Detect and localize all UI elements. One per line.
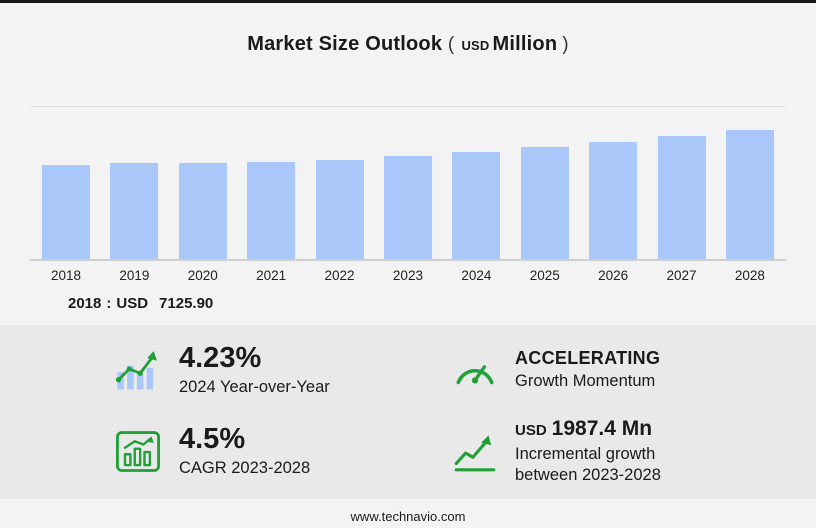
stat-cagr: 4.5% CAGR 2023-2028: [112, 417, 450, 485]
stat-yoy-growth: 4.23% 2024 Year-over-Year: [112, 342, 450, 397]
bar-row: [30, 107, 786, 259]
stat-value-currency: USD: [515, 421, 547, 439]
bar-2021: [247, 162, 296, 259]
bar-cell: [589, 107, 638, 259]
plot-area: [30, 106, 786, 261]
bar-cell: [452, 107, 501, 259]
x-axis-label: 2022: [324, 268, 355, 283]
title-unit-close: ): [562, 34, 569, 55]
bar-cell: [657, 107, 706, 259]
bar-2022: [315, 160, 364, 259]
yoy-bar-chart-icon: [115, 350, 157, 390]
stat-label: CAGR 2023-2028: [179, 458, 311, 477]
stat-value: USD 1987.4 Mn: [515, 417, 705, 441]
incremental-growth-icon: [454, 435, 496, 472]
x-axis-label: 2019: [119, 268, 150, 283]
x-axis-label: 2020: [187, 268, 218, 283]
stat-value: 4.23%: [179, 342, 262, 374]
market-size-bar-chart: 2018 2019 2020 2021 2022 2023 2024 2025 2026 2027…: [30, 106, 786, 283]
stat-text-block: ACCELERATING Growth Momentum: [515, 348, 661, 391]
bar-2028: [725, 129, 774, 259]
annotation-separator: :: [106, 295, 112, 312]
bar-cell: [42, 107, 90, 259]
x-axis-label: 2021: [256, 268, 287, 283]
page-title: Market Size Outlook ( USD Million): [0, 33, 816, 56]
x-axis-label: 2025: [529, 268, 560, 283]
x-axis-label: 2024: [461, 268, 492, 283]
stat-value: ACCELERATING: [515, 348, 661, 369]
bar-cell: [110, 107, 159, 259]
x-axis-label: 2026: [598, 268, 629, 283]
x-axis-label: 2028: [734, 268, 765, 283]
stat-text-block: 4.23% 2024 Year-over-Year: [179, 342, 330, 397]
title-unit-currency: USD: [461, 38, 490, 53]
stat-value-amount: 1987.4 Mn: [551, 416, 653, 440]
bar-2027: [657, 136, 706, 259]
stat-incremental-growth: USD 1987.4 Mn Incremental growth between …: [450, 417, 816, 485]
bar-cell: [725, 107, 774, 259]
bar-cell: [178, 107, 227, 259]
bar-2026: [589, 141, 638, 259]
stat-text-block: USD 1987.4 Mn Incremental growth between …: [515, 417, 705, 485]
top-divider: [0, 0, 816, 3]
stat-label: Incremental growth between 2023-2028: [515, 444, 661, 484]
bar-cell: [315, 107, 364, 259]
website-url: www.technavio.com: [350, 509, 466, 525]
bar-cell: [247, 107, 296, 259]
stat-growth-momentum: ACCELERATING Growth Momentum: [450, 343, 816, 397]
annotation-value: 7125.90: [159, 295, 214, 312]
bar-cell: [520, 107, 569, 259]
x-axis-labels: 2018 2019 2020 2021 2022 2023 2024 2025 2026 2027…: [30, 268, 786, 283]
title-unit-open: (: [447, 34, 455, 55]
cagr-chart-icon: [116, 431, 160, 472]
x-axis-label: 2018: [50, 268, 82, 283]
bar-2020: [178, 163, 227, 259]
title-unit-name: Million: [492, 33, 558, 55]
base-year-annotation: 2018: USD 7125.90: [68, 295, 816, 312]
speedometer-icon: [456, 365, 494, 385]
bar-2025: [520, 146, 569, 259]
stat-value: 4.5%: [179, 423, 246, 456]
page-title-text: Market Size Outlook: [247, 33, 443, 55]
annotation-year: 2018: [68, 295, 102, 312]
bar-2019: [110, 162, 159, 259]
bar-2024: [452, 151, 501, 259]
bar-2018: [42, 164, 90, 259]
annotation-currency: USD: [116, 295, 149, 312]
stat-label: 2024 Year-over-Year: [179, 377, 330, 396]
stat-text-block: 4.5% CAGR 2023-2028: [179, 423, 311, 478]
x-axis-label: 2023: [392, 268, 423, 283]
stats-panel: 4.23% 2024 Year-over-Year ACCELERATING G…: [0, 325, 816, 500]
bar-2023: [383, 155, 432, 259]
bar-cell: [383, 107, 432, 259]
x-axis-label: 2027: [666, 268, 697, 283]
stat-label: Growth Momentum: [515, 371, 656, 390]
